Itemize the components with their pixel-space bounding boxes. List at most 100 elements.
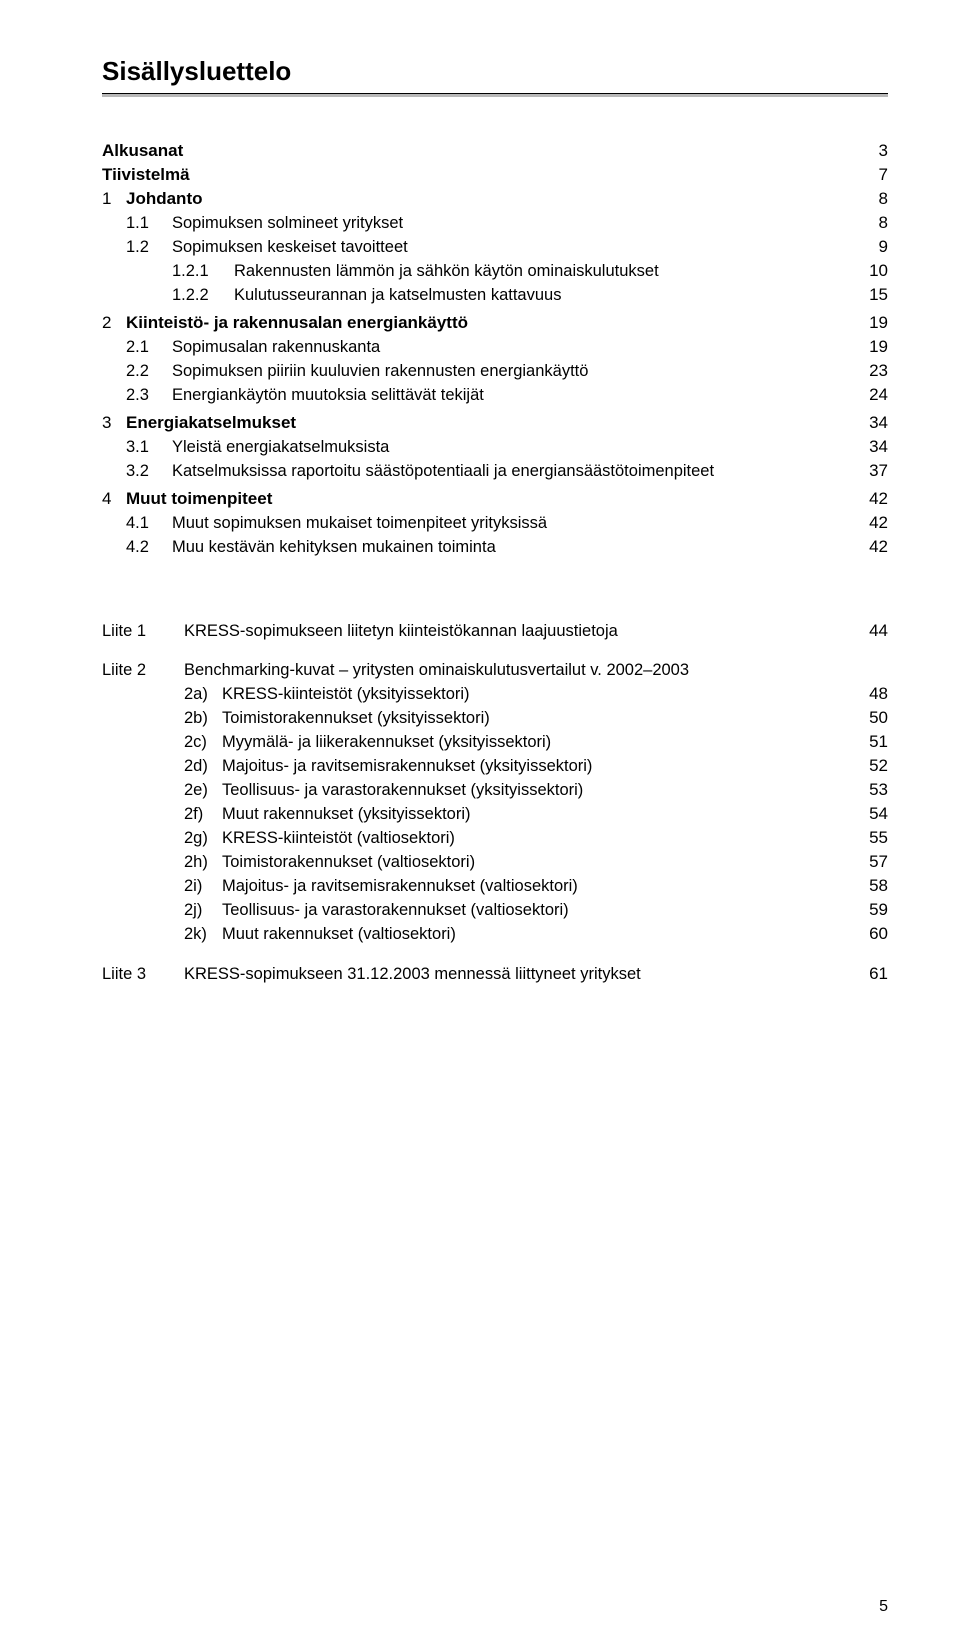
subitem-marker: 2a) — [184, 685, 222, 704]
toc-label: Katselmuksissa raportoitu säästöpotentia… — [172, 462, 714, 481]
toc-row: Tiivistelmä 7 — [102, 165, 888, 185]
subitem-marker: 2c) — [184, 733, 222, 752]
appendix-subitem: 2f)Muut rakennukset (yksityissektori)54 — [184, 804, 888, 824]
appendix-text: KRESS-sopimukseen liitetyn kiinteistökan… — [184, 622, 852, 641]
subitem-page: 51 — [852, 732, 888, 752]
page-number: 5 — [879, 1598, 888, 1616]
toc-page: 24 — [852, 385, 888, 405]
appendix-subitem: 2b)Toimistorakennukset (yksityissektori)… — [184, 708, 888, 728]
toc-label: Kulutusseurannan ja katselmusten kattavu… — [234, 286, 561, 305]
toc-number: 1.2 — [126, 238, 172, 257]
toc-page: 23 — [852, 361, 888, 381]
toc-row: 1.2.2Kulutusseurannan ja katselmusten ka… — [102, 285, 888, 305]
toc-number: 1.1 — [126, 214, 172, 233]
appendix-subitem: 2h)Toimistorakennukset (valtiosektori)57 — [184, 852, 888, 872]
appendix-subitem: 2g)KRESS-kiinteistöt (valtiosektori)55 — [184, 828, 888, 848]
toc-page: 34 — [852, 413, 888, 433]
toc-page: 34 — [852, 437, 888, 457]
toc-label: Energiankäytön muutoksia selittävät teki… — [172, 386, 484, 405]
appendix-subitem: 2i)Majoitus- ja ravitsemisrakennukset (v… — [184, 876, 888, 896]
toc-row: 1.2Sopimuksen keskeiset tavoitteet 9 — [102, 237, 888, 257]
toc-row: 2.3Energiankäytön muutoksia selittävät t… — [102, 385, 888, 405]
toc-number: 4 — [102, 489, 126, 509]
toc-page: 3 — [852, 141, 888, 161]
appendix-subitem: 2a)KRESS-kiinteistöt (yksityissektori)48 — [184, 684, 888, 704]
toc-row: 3Energiakatselmukset34 — [102, 413, 888, 433]
toc-page: 7 — [852, 165, 888, 185]
appendix-subitem: 2k)Muut rakennukset (valtiosektori)60 — [184, 924, 888, 944]
subitem-text: Teollisuus- ja varastorakennukset (valti… — [222, 901, 852, 920]
toc-label: Muut sopimuksen mukaiset toimenpiteet yr… — [172, 514, 547, 533]
toc-page: 19 — [852, 337, 888, 357]
toc-label: Sopimuksen solmineet yritykset — [172, 214, 403, 233]
toc-row: 2.1Sopimusalan rakennuskanta19 — [102, 337, 888, 357]
toc-row: 4.2Muu kestävän kehityksen mukainen toim… — [102, 537, 888, 557]
subitem-marker: 2d) — [184, 757, 222, 776]
subitem-text: Myymälä- ja liikerakennukset (yksityisse… — [222, 733, 852, 752]
appendix-text: KRESS-sopimukseen 31.12.2003 mennessä li… — [184, 965, 852, 984]
toc-row: 3.2Katselmuksissa raportoitu säästöpoten… — [102, 461, 888, 481]
subitem-page: 58 — [852, 876, 888, 896]
subitem-text: Teollisuus- ja varastorakennukset (yksit… — [222, 781, 852, 800]
subitem-marker: 2f) — [184, 805, 222, 824]
toc-row: 1.1Sopimuksen solmineet yritykset8 — [102, 213, 888, 233]
toc-label: Sopimuksen piiriin kuuluvien rakennusten… — [172, 362, 588, 381]
appendix-subitem: 2c)Myymälä- ja liikerakennukset (yksityi… — [184, 732, 888, 752]
toc-row: 3.1Yleistä energiakatselmuksista34 — [102, 437, 888, 457]
subitem-page: 52 — [852, 756, 888, 776]
toc-label: Tiivistelmä — [102, 165, 190, 185]
subitem-page: 57 — [852, 852, 888, 872]
appendix-text: Benchmarking-kuvat – yritysten ominaisku… — [184, 661, 852, 680]
subitem-text: KRESS-kiinteistöt (yksityissektori) — [222, 685, 852, 704]
toc-row: 2.2Sopimuksen piiriin kuuluvien rakennus… — [102, 361, 888, 381]
subitem-marker: 2e) — [184, 781, 222, 800]
subitem-page: 53 — [852, 780, 888, 800]
appendix-2-row: Liite 2 Benchmarking-kuvat – yritysten o… — [102, 661, 888, 680]
toc-number: 3 — [102, 413, 126, 433]
appendix-label: Liite 2 — [102, 661, 184, 680]
subitem-marker: 2h) — [184, 853, 222, 872]
subitem-marker: 2b) — [184, 709, 222, 728]
toc-number: 3.2 — [126, 462, 172, 481]
toc-page: 10 — [852, 261, 888, 281]
subitem-text: Majoitus- ja ravitsemisrakennukset (valt… — [222, 877, 852, 896]
appendix-label: Liite 1 — [102, 622, 184, 641]
subitem-text: Muut rakennukset (valtiosektori) — [222, 925, 852, 944]
subitem-text: Majoitus- ja ravitsemisrakennukset (yksi… — [222, 757, 852, 776]
subitem-marker: 2j) — [184, 901, 222, 920]
table-of-contents: Alkusanat3Tiivistelmä71Johdanto81.1Sopim… — [102, 141, 888, 557]
toc-page: 42 — [852, 513, 888, 533]
appendix-1-row: Liite 1 KRESS-sopimukseen liitetyn kiint… — [102, 621, 888, 641]
page-title: Sisällysluettelo — [102, 56, 888, 87]
appendix-subitem: 2j)Teollisuus- ja varastorakennukset (va… — [184, 900, 888, 920]
toc-number: 4.2 — [126, 538, 172, 557]
appendix-page: 61 — [852, 964, 888, 984]
subitem-text: Toimistorakennukset (yksityissektori) — [222, 709, 852, 728]
toc-number: 4.1 — [126, 514, 172, 533]
toc-label: Muu kestävän kehityksen mukainen toimint… — [172, 538, 496, 557]
appendix-page: 44 — [852, 621, 888, 641]
toc-label: Kiinteistö- ja rakennusalan energiankäyt… — [126, 313, 468, 333]
toc-label: Johdanto — [126, 189, 203, 209]
subitem-marker: 2g) — [184, 829, 222, 848]
toc-label: Alkusanat — [102, 141, 183, 161]
subitem-marker: 2k) — [184, 925, 222, 944]
toc-label: Rakennusten lämmön ja sähkön käytön omin… — [234, 262, 659, 281]
toc-label: Sopimuksen keskeiset tavoitteet — [172, 238, 408, 257]
toc-label: Yleistä energiakatselmuksista — [172, 438, 389, 457]
toc-number: 2.1 — [126, 338, 172, 357]
subitem-page: 50 — [852, 708, 888, 728]
subitem-text: Toimistorakennukset (valtiosektori) — [222, 853, 852, 872]
toc-row: Alkusanat 3 — [102, 141, 888, 161]
subitem-marker: 2i) — [184, 877, 222, 896]
toc-number: 2.2 — [126, 362, 172, 381]
toc-row: 2Kiinteistö- ja rakennusalan energiankäy… — [102, 313, 888, 333]
toc-row: 4.1Muut sopimuksen mukaiset toimenpiteet… — [102, 513, 888, 533]
toc-number: 2 — [102, 313, 126, 333]
toc-page: 15 — [852, 285, 888, 305]
toc-row: 4Muut toimenpiteet42 — [102, 489, 888, 509]
toc-label: Muut toimenpiteet — [126, 489, 272, 509]
toc-row: 1.2.1Rakennusten lämmön ja sähkön käytön… — [102, 261, 888, 281]
toc-page: 9 — [852, 237, 888, 257]
toc-page: 8 — [852, 189, 888, 209]
